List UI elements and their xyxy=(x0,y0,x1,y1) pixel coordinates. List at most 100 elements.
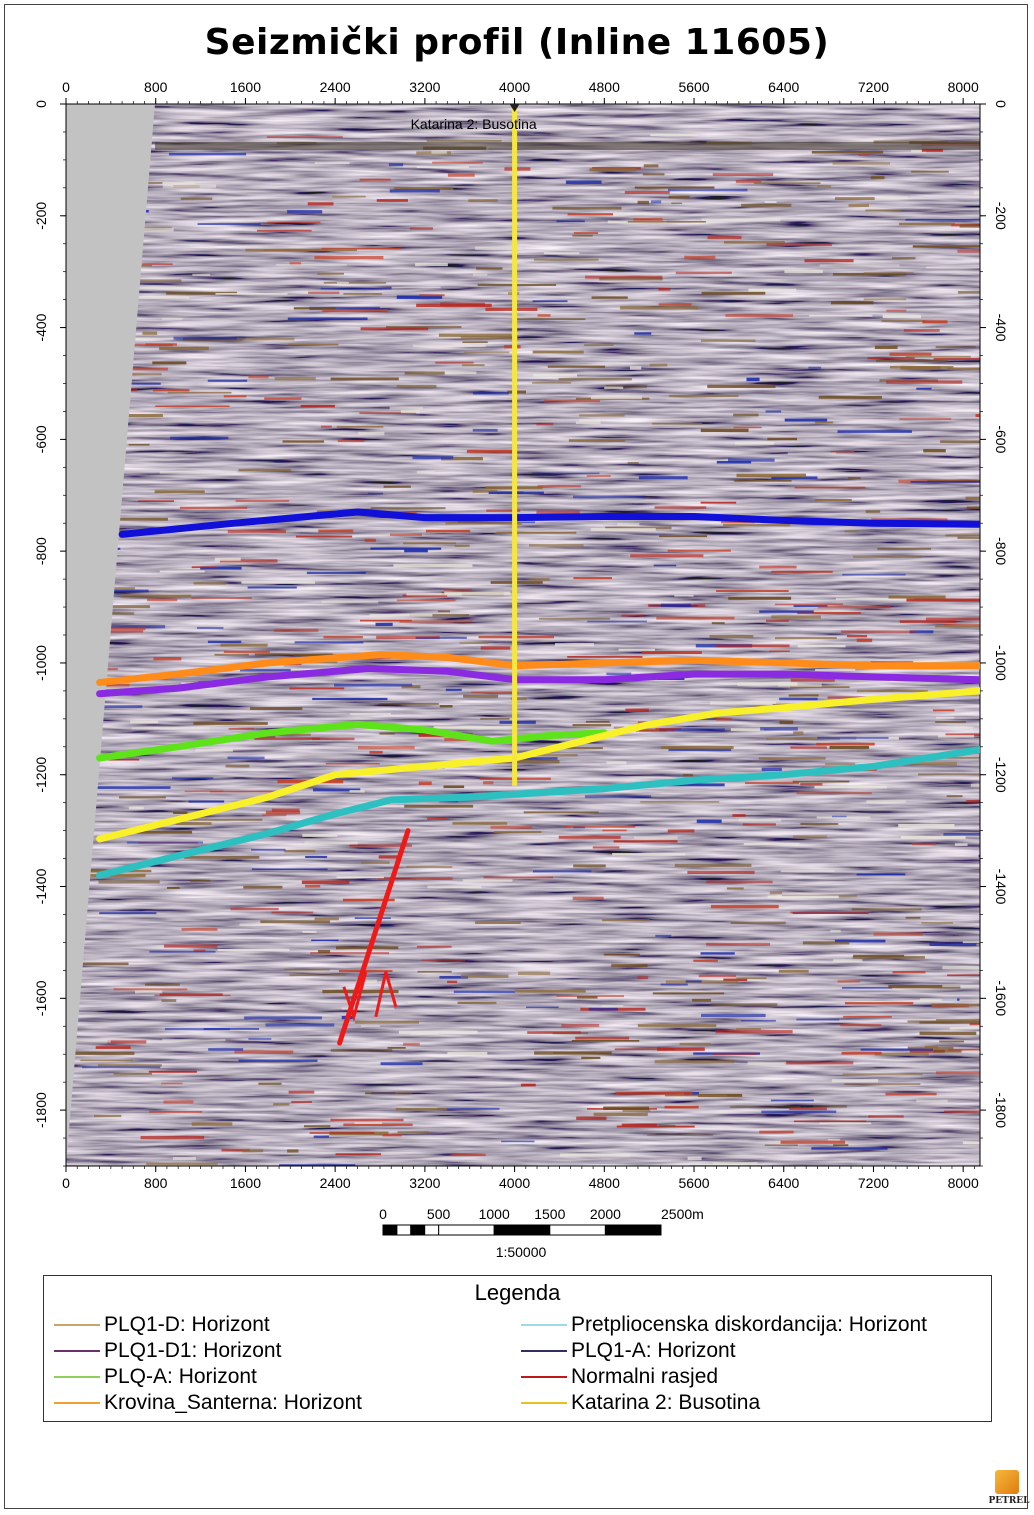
seismic-reflector xyxy=(925,617,980,621)
no-data-wedge xyxy=(66,104,155,1166)
seismic-reflector xyxy=(412,344,486,348)
seismic-reflector xyxy=(796,1018,840,1021)
seismic-reflector xyxy=(853,954,905,957)
seismic-reflector xyxy=(341,1007,395,1010)
seismic-image xyxy=(66,104,980,1166)
seismic-reflector xyxy=(873,932,923,936)
scale-bar-label: 2500m xyxy=(661,1206,704,1222)
seismic-reflector xyxy=(658,303,692,306)
page-frame xyxy=(4,4,1028,1509)
seismic-reflector xyxy=(310,952,390,955)
seismic-reflector xyxy=(82,962,129,966)
seismic-reflector xyxy=(460,974,509,978)
seismic-reflector xyxy=(543,399,600,403)
legend-item: PLQ-A: Horizont xyxy=(54,1364,257,1390)
seismic-reflector xyxy=(153,657,182,661)
y-tick-label-right: -1200 xyxy=(993,757,1009,793)
seismic-reflector xyxy=(380,1062,423,1066)
seismic-reflector xyxy=(818,395,882,399)
seismic-reflector xyxy=(804,259,854,263)
seismic-reflector xyxy=(816,742,875,746)
x-tick-label-top: 8000 xyxy=(948,79,979,95)
seismic-reflector xyxy=(195,749,233,752)
seismic-reflector xyxy=(584,795,651,799)
x-tick-label-bottom: 2400 xyxy=(320,1175,351,1191)
seismic-reflector xyxy=(342,898,395,902)
seismic-reflector xyxy=(830,450,855,453)
seismic-reflector xyxy=(314,917,339,921)
legend-swatch xyxy=(54,1324,100,1326)
seismic-reflector xyxy=(396,295,443,299)
seismic-reflector xyxy=(396,599,456,602)
seismic-reflector xyxy=(665,980,739,984)
legend-label: PLQ-A: Horizont xyxy=(104,1365,257,1388)
seismic-reflector xyxy=(765,737,840,740)
seismic-reflector xyxy=(193,949,206,952)
seismic-reflector xyxy=(155,142,980,150)
seismic-reflector xyxy=(654,1060,735,1064)
chart-title: Seizmički profil (Inline 11605) xyxy=(204,22,830,63)
seismic-reflector xyxy=(415,636,467,639)
seismic-reflector xyxy=(437,610,451,613)
seismic-reflector xyxy=(933,358,980,360)
seismic-reflector xyxy=(784,1061,854,1065)
seismic-reflector xyxy=(844,530,859,533)
seismic-reflector xyxy=(939,1040,965,1043)
seismic-reflector xyxy=(715,1029,793,1034)
y-tick-label-left: -1000 xyxy=(33,645,49,681)
seismic-reflector xyxy=(385,326,462,329)
seismic-reflector xyxy=(407,1001,458,1004)
seismic-reflector xyxy=(927,479,980,482)
fault-arrow-up xyxy=(374,971,398,1018)
seismic-reflector xyxy=(479,760,560,764)
y-tick-label-left: -800 xyxy=(33,537,49,565)
seismic-reflector xyxy=(554,643,594,647)
seismic-reflector xyxy=(443,588,472,591)
seismic-reflector xyxy=(399,620,473,623)
seismic-reflector xyxy=(639,728,675,732)
seismic-reflector xyxy=(767,437,798,441)
seismic-reflector xyxy=(621,614,645,617)
seismic-reflector xyxy=(852,955,925,959)
seismic-reflector xyxy=(248,1038,272,1040)
seismic-reflector xyxy=(359,178,391,181)
well-head-icon xyxy=(509,104,520,112)
seismic-reflector xyxy=(919,998,958,1002)
seismic-reflector xyxy=(659,728,725,732)
legend-swatch xyxy=(54,1376,100,1378)
scale-bar-label: 0 xyxy=(379,1206,387,1222)
seismic-reflector xyxy=(919,1021,980,1024)
seismic-reflector xyxy=(305,855,328,859)
seismic-reflector xyxy=(472,490,498,493)
seismic-reflector xyxy=(78,705,143,709)
seismic-reflector xyxy=(774,637,837,640)
seismic-reflector xyxy=(462,879,513,882)
seismic-reflector xyxy=(922,320,948,324)
seismic-reflector xyxy=(630,554,704,558)
seismic-reflector xyxy=(743,842,800,846)
seismic-reflector xyxy=(712,173,774,176)
seismic-reflector xyxy=(511,697,527,701)
seismic-reflector xyxy=(81,530,158,533)
seismic-reflector xyxy=(314,162,350,165)
seismic-reflector xyxy=(159,470,238,474)
seismic-reflector xyxy=(264,397,302,400)
seismic-reflector xyxy=(561,1023,600,1027)
seismic-reflector xyxy=(903,329,940,332)
seismic-reflector xyxy=(938,734,975,738)
seismic-reflector xyxy=(656,1047,705,1051)
x-tick-label-bottom: 8000 xyxy=(948,1175,979,1191)
legend-label: PLQ1-D1: Horizont xyxy=(104,1339,282,1362)
seismic-reflector xyxy=(336,876,384,879)
seismic-reflector xyxy=(190,879,211,882)
seismic-reflector xyxy=(842,573,906,576)
seismic-reflector xyxy=(687,1156,702,1161)
seismic-reflector xyxy=(193,582,226,585)
seismic-reflector xyxy=(882,314,922,319)
seismic-reflector xyxy=(892,257,916,260)
seismic-reflector xyxy=(107,1040,147,1044)
seismic-reflector xyxy=(572,724,612,727)
seismic-reflector xyxy=(236,337,295,341)
seismic-reflector xyxy=(378,877,453,880)
seismic-reflector xyxy=(790,746,827,749)
